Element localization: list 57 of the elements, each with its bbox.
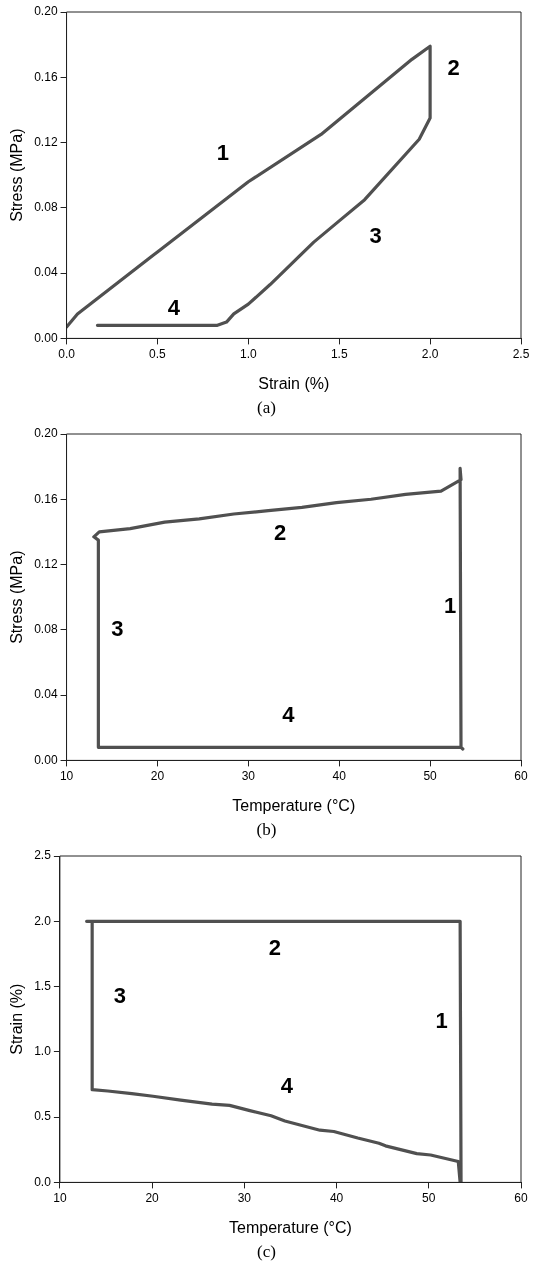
annotation: 3 bbox=[113, 983, 126, 1009]
annotation: 1 bbox=[216, 140, 230, 166]
x-tick-label: 50 bbox=[422, 1190, 436, 1205]
annotation: 2 bbox=[268, 934, 281, 960]
x-tick-label: 1.0 bbox=[239, 346, 257, 361]
x-tick-label: 20 bbox=[150, 768, 165, 783]
y-tick-label: 0.12 bbox=[34, 556, 58, 571]
text: (a) bbox=[256, 398, 277, 419]
annotation: 1 bbox=[435, 1007, 448, 1033]
y-tick-label: 0.20 bbox=[34, 426, 58, 441]
y-tick-label: 2.5 bbox=[34, 848, 52, 863]
y-tick-label: 0.16 bbox=[34, 491, 58, 506]
y-axis-title: Stress (MPa) bbox=[8, 550, 26, 644]
y-tick-label: 0.5 bbox=[34, 1109, 52, 1124]
y-axis-title: Stress (MPa) bbox=[8, 128, 26, 222]
y-tick-label: 1.0 bbox=[34, 1044, 52, 1059]
y-axis-title: Strain (%) bbox=[8, 983, 26, 1055]
text: (c) bbox=[256, 1242, 277, 1263]
annotation: 3 bbox=[369, 223, 382, 249]
y-tick-label: 0.16 bbox=[34, 69, 58, 84]
x-tick-label: 20 bbox=[145, 1190, 160, 1205]
y-tick-label: 0.0 bbox=[34, 1174, 52, 1189]
x-tick-label: 30 bbox=[237, 1190, 252, 1205]
x-tick-label: 50 bbox=[423, 768, 438, 783]
annotation: 4 bbox=[280, 1073, 294, 1099]
x-tick-label: 1.5 bbox=[330, 346, 348, 361]
x-axis-title: Strain (%) bbox=[258, 374, 330, 392]
y-tick-label: 0.00 bbox=[34, 330, 58, 345]
y-tick-label: 0.12 bbox=[34, 134, 58, 149]
annotation: 4 bbox=[167, 295, 181, 321]
annotation: 4 bbox=[282, 702, 296, 728]
y-tick-label: 2.0 bbox=[34, 913, 52, 928]
annotation: 2 bbox=[447, 55, 460, 81]
x-tick-label: 40 bbox=[332, 768, 347, 783]
y-tick-label: 0.04 bbox=[34, 265, 58, 280]
x-tick-label: 0.0 bbox=[58, 346, 76, 361]
y-tick-label: 0.20 bbox=[34, 4, 58, 19]
x-tick-label: 30 bbox=[241, 768, 256, 783]
x-tick-label: 60 bbox=[514, 768, 528, 783]
annotation: 1 bbox=[443, 593, 457, 619]
x-axis-title: Temperature (°C) bbox=[229, 1218, 352, 1236]
y-tick-label: 0.08 bbox=[34, 622, 58, 637]
x-tick-label: 10 bbox=[59, 768, 74, 783]
x-tick-label: 0.5 bbox=[149, 346, 167, 361]
y-tick-label: 0.00 bbox=[34, 752, 58, 767]
y-tick-label: 0.04 bbox=[34, 687, 58, 702]
x-tick-label: 60 bbox=[514, 1190, 528, 1205]
y-tick-label: 1.5 bbox=[34, 978, 52, 993]
x-tick-label: 40 bbox=[329, 1190, 344, 1205]
y-tick-label: 0.08 bbox=[34, 200, 58, 215]
x-tick-label: 2.5 bbox=[512, 346, 530, 361]
annotation: 2 bbox=[274, 519, 287, 545]
annotation: 3 bbox=[111, 615, 124, 641]
x-axis-title: Temperature (°C) bbox=[232, 796, 356, 814]
x-tick-label: 10 bbox=[53, 1190, 67, 1205]
text: (b) bbox=[255, 820, 278, 841]
x-tick-label: 2.0 bbox=[421, 346, 439, 361]
